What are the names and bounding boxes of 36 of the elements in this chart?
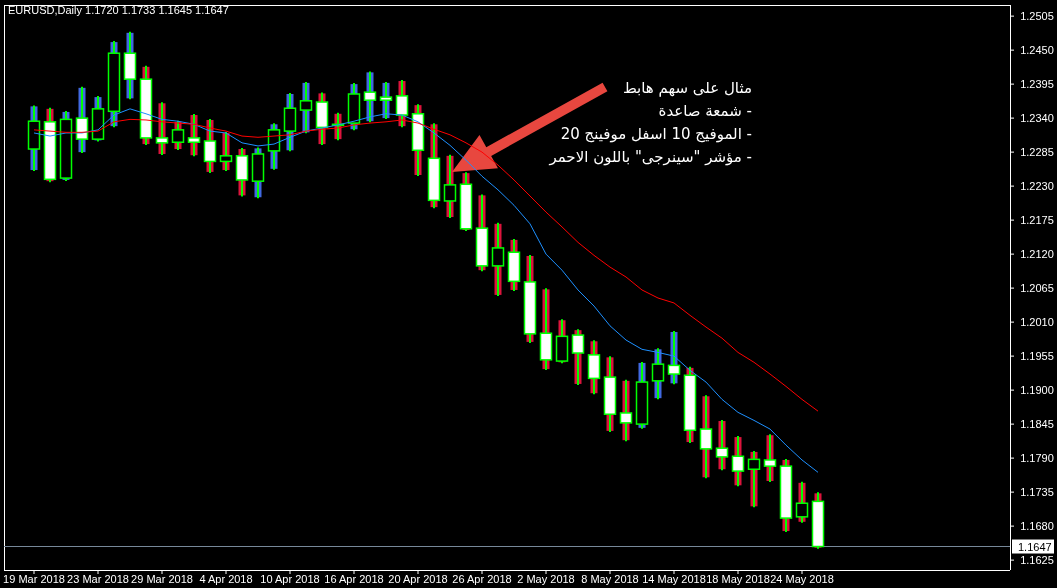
annotation: - الموفيج 10 اسفل موفينج 20 [560,124,752,144]
annotation: - شمعة صاعدة [658,101,752,121]
y-tick-label: 1.1845 [1020,418,1054,431]
x-tick-label: 29 Mar 2018 [131,573,193,585]
y-tick-label: 1.1790 [1020,452,1054,465]
annotation: مثال على سهم هابط [622,78,752,98]
x-tick-label: 24 May 2018 [770,573,834,585]
x-tick-label: 10 Apr 2018 [260,573,320,585]
x-tick-label: 2 May 2018 [517,573,575,585]
x-tick-label: 8 May 2018 [581,573,639,585]
x-tick-label: 18 May 2018 [706,573,770,585]
y-tick-label: 1.2395 [1020,78,1054,91]
x-tick-label: 26 Apr 2018 [452,573,512,585]
x-tick-label: 20 Apr 2018 [388,573,448,585]
y-tick-label: 1.1955 [1020,350,1054,363]
y-tick-label: 1.2120 [1020,248,1054,261]
x-tick-label: 4 Apr 2018 [199,573,253,585]
y-tick-label: 1.2230 [1020,180,1054,193]
chart-title: EURUSD,Daily 1.1720 1.1733 1.1645 1.1647 [8,4,229,16]
ref-line-label: 1.1647 [1018,540,1052,553]
y-tick-label: 1.2175 [1020,214,1054,227]
y-tick-label: 1.2010 [1020,316,1054,329]
x-tick-label: 23 Mar 2018 [67,573,129,585]
y-tick-label: 1.1735 [1020,486,1054,499]
annotation: - مؤشر "سينرجى" باللون الاحمر [549,147,752,167]
y-tick-label: 1.1680 [1020,520,1054,533]
y-tick-label: 1.2450 [1020,44,1054,57]
y-tick-label: 1.1625 [1020,554,1054,567]
y-tick-label: 1.2065 [1020,282,1054,295]
x-tick-label: 16 Apr 2018 [324,573,384,585]
y-tick-label: 1.1900 [1020,384,1054,397]
y-tick-label: 1.2505 [1020,10,1054,23]
y-tick-label: 1.2285 [1020,146,1054,159]
x-tick-label: 14 May 2018 [642,573,706,585]
y-tick-label: 1.2340 [1020,112,1054,125]
x-tick-label: 19 Mar 2018 [3,573,65,585]
